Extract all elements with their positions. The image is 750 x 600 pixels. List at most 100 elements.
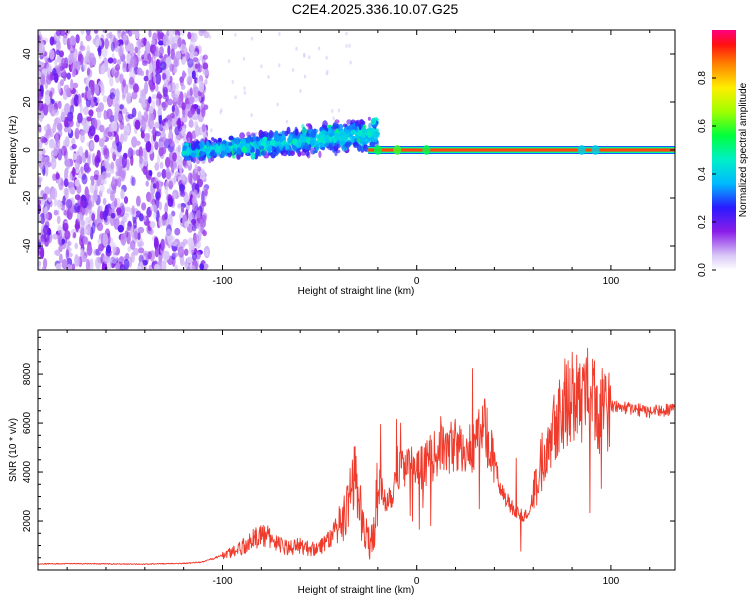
heatmap-cell — [93, 96, 97, 103]
heatmap-cell — [61, 145, 67, 156]
heatmap-cell — [303, 52, 306, 57]
heatmap-cell — [83, 228, 89, 235]
heatmap-cell — [177, 144, 181, 153]
heatmap-cell — [62, 89, 68, 101]
figure-title: C2E4.2025.336.10.07.G25 — [291, 1, 459, 17]
heatmap-cell — [332, 122, 339, 130]
heatmap-cell — [299, 89, 302, 93]
heatmap-cell — [165, 156, 171, 168]
heatmap-cell — [160, 61, 167, 71]
heatmap-cell — [61, 259, 68, 270]
heatmap-cell — [73, 232, 77, 239]
heatmap-cell — [303, 74, 307, 79]
heatmap-cell — [57, 229, 62, 243]
heatmap-cell — [60, 70, 66, 77]
heatmap-cell — [143, 215, 147, 223]
heatmap-cell — [118, 170, 125, 177]
heatmap-cell — [66, 72, 72, 80]
heatmap-cell — [131, 176, 136, 187]
heatmap-cell — [181, 175, 188, 186]
heatmap-cell — [59, 253, 63, 264]
heatmap-cell — [260, 64, 263, 69]
heatmap-cell — [120, 232, 127, 246]
heatmap-cell — [100, 64, 106, 75]
heatmap-cell — [217, 137, 222, 143]
heatmap-cell — [38, 150, 43, 162]
heatmap-cell — [335, 128, 339, 134]
heatmap-cell — [129, 43, 134, 55]
heatmap-cell — [332, 147, 336, 153]
heatmap-cell — [202, 62, 209, 70]
heatmap-cell — [116, 207, 122, 216]
heatmap-cell — [127, 113, 134, 120]
heatmap-cell — [165, 57, 172, 66]
heatmap-cell — [309, 139, 315, 146]
heatmap-cell — [201, 123, 206, 133]
heatmap-cell — [172, 152, 177, 162]
heatmap-cell — [273, 134, 280, 142]
heatmap-cell — [151, 99, 156, 111]
heatmap-cell — [107, 57, 114, 64]
heatmap-cell — [315, 144, 320, 152]
heatmap-cell — [75, 220, 79, 233]
heatmap-cell — [188, 119, 194, 128]
heatmap-cell — [128, 30, 133, 37]
heatmap-cell — [126, 158, 130, 171]
heatmap-cell — [137, 226, 145, 234]
heatmap-cell — [242, 138, 246, 146]
heatmap-cell — [170, 48, 175, 60]
heatmap-cell — [149, 221, 156, 229]
heatmap-cell — [146, 132, 151, 139]
heatmap-cell — [45, 164, 49, 177]
heatmap-cell — [198, 156, 204, 161]
heatmap-cell — [301, 142, 305, 149]
heatmap-cell — [154, 162, 160, 171]
heatmap-cell — [191, 70, 196, 80]
heatmap-cell — [123, 196, 129, 204]
heatmap-cell — [72, 153, 78, 161]
heatmap-cell — [187, 31, 192, 40]
heatmap-cell — [75, 168, 80, 174]
heatmap-cell — [105, 163, 110, 169]
heatmap-cell — [113, 57, 117, 65]
heatmap-cell — [181, 150, 187, 155]
heatmap-cell — [169, 63, 174, 72]
heatmap-cell — [163, 256, 167, 265]
heatmap-cell — [74, 242, 79, 250]
heatmap-cell — [123, 34, 128, 41]
heatmap-cell — [52, 233, 59, 240]
heatmap-cell — [142, 250, 149, 256]
heatmap-cell — [71, 137, 76, 145]
heatmap-cell — [337, 108, 341, 113]
heatmap-cell — [99, 184, 105, 193]
heatmap-cell — [136, 266, 143, 270]
heatmap-cell — [57, 200, 63, 210]
heatmap-cell — [110, 41, 116, 52]
heatmap-cell — [133, 83, 139, 93]
heatmap-cell — [233, 143, 238, 148]
heatmap-cell — [155, 97, 160, 108]
heatmap-cell — [91, 178, 95, 186]
heatmap-cell — [158, 201, 162, 211]
heatmap-cell — [39, 61, 45, 68]
heatmap-cell — [71, 69, 76, 78]
heatmap-cell — [87, 154, 91, 166]
heatmap-cell — [64, 230, 71, 240]
y-tick-label: -20 — [22, 190, 33, 205]
heatmap-cell — [44, 186, 50, 196]
heatmap-cell — [55, 140, 61, 149]
heatmap-cell — [295, 148, 300, 154]
heatmap-cell — [49, 49, 55, 60]
heatmap-cell — [107, 131, 113, 137]
heatmap-cell — [127, 147, 134, 159]
heatmap-cell — [253, 142, 258, 149]
heatmap-cell — [71, 143, 77, 150]
heatmap-cell — [114, 149, 119, 155]
tone-blip — [373, 145, 382, 155]
heatmap-cell — [121, 81, 125, 94]
heatmap-cell — [328, 136, 333, 142]
heatmap-cell — [199, 263, 205, 270]
heatmap-cell — [171, 241, 178, 247]
heatmap-cell — [156, 154, 161, 165]
heatmap-cell — [153, 75, 157, 84]
